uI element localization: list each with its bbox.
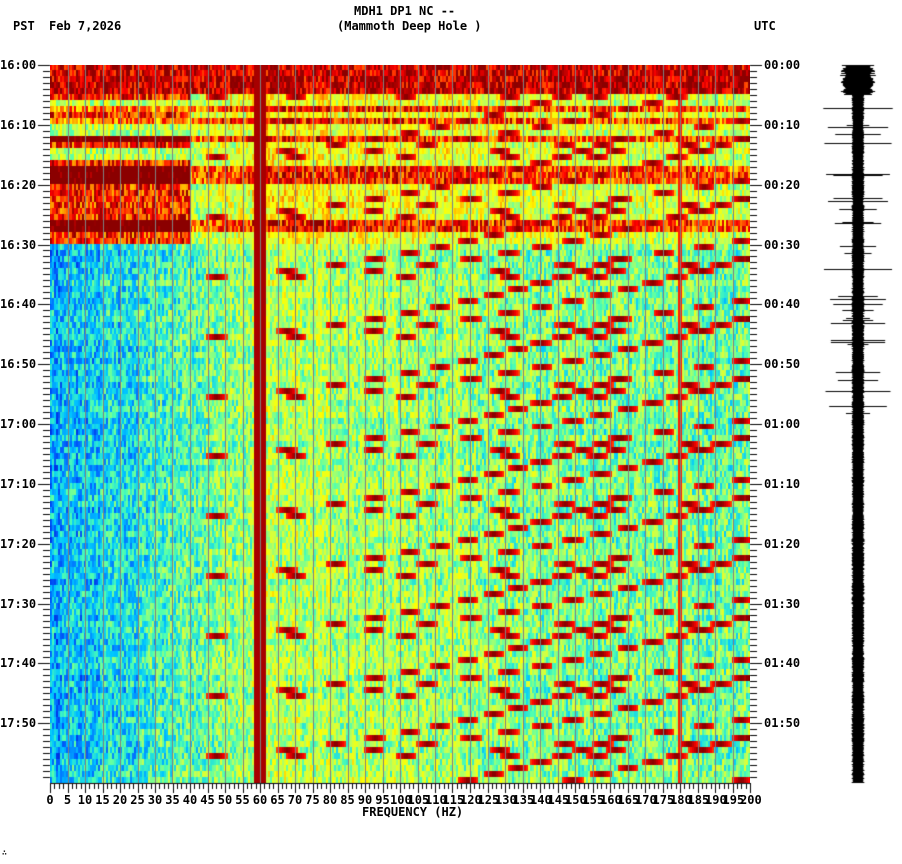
timezone-right-label: UTC (754, 19, 776, 33)
y-tick-label-left: 17:40 (0, 656, 37, 671)
x-tick-label: 195 (722, 793, 745, 807)
x-tick-label: 150 (565, 793, 587, 807)
x-tick-label: 30 (147, 793, 163, 807)
y-tick-label-right: 01:10 (764, 476, 801, 491)
x-tick-label: 105 (407, 793, 430, 807)
x-tick-label: 85 (340, 793, 355, 807)
y-tick-label-left: 17:00 (0, 417, 37, 431)
x-tick-label: 110 (425, 793, 447, 807)
x-tick-label: 5 (63, 793, 72, 807)
x-tick-label: 170 (635, 793, 657, 807)
x-tick-label: 160 (600, 793, 622, 807)
x-tick-label: 120 (460, 793, 482, 807)
y-tick-label-right: 00:30 (764, 237, 801, 252)
y-tick-label-left: 16:30 (0, 237, 37, 252)
x-tick-label: 200 (740, 793, 762, 807)
y-tick-label-left: 16:00 (0, 58, 37, 72)
x-tick-label: 155 (582, 793, 605, 807)
x-tick-label: 190 (705, 793, 727, 807)
x-tick-label: 45 (200, 793, 215, 807)
x-tick-label: 175 (652, 793, 675, 807)
x-tick-label: 35 (165, 793, 180, 807)
x-tick-label: 165 (617, 793, 640, 807)
y-tick-label-right: 00:10 (764, 117, 801, 132)
footer-mark: ∴ (2, 848, 7, 857)
y-tick-label-left: 17:20 (0, 536, 37, 551)
y-tick-label-left: 16:20 (0, 177, 37, 192)
y-tick-label-left: 16:10 (0, 117, 37, 132)
x-tick-label: 130 (495, 793, 517, 807)
x-tick-label: 25 (130, 793, 145, 807)
x-tick-label: 115 (442, 793, 465, 807)
x-tick-label: 80 (322, 793, 338, 807)
x-tick-label: 140 (530, 793, 552, 807)
y-tick-label-right: 01:40 (764, 656, 801, 671)
x-tick-label: 95 (375, 793, 390, 807)
x-tick-label: 20 (112, 793, 128, 807)
y-tick-label-right: 00:20 (764, 177, 801, 192)
x-tick-label: 15 (95, 793, 110, 807)
timezone-left-label: PST (13, 19, 35, 33)
x-axis-title: FREQUENCY (HZ) (362, 805, 464, 819)
y-tick-label-right: 01:50 (764, 716, 801, 731)
spectrogram-heatmap (50, 65, 750, 783)
y-tick-label-right: 01:30 (764, 596, 801, 611)
x-tick-label: 100 (390, 793, 412, 807)
x-tick-label: 70 (287, 793, 303, 807)
y-tick-label-right: 00:40 (764, 297, 801, 312)
x-tick-label: 75 (305, 793, 320, 807)
x-tick-label: 90 (357, 793, 373, 807)
x-tick-label: 185 (687, 793, 710, 807)
y-tick-label-left: 17:30 (0, 596, 37, 611)
x-tick-label: 180 (670, 793, 692, 807)
x-tick-label: 65 (270, 793, 285, 807)
x-tick-label: 10 (77, 793, 93, 807)
date-label: Feb 7,2026 (49, 19, 122, 33)
station-title: MDH1 DP1 NC -- (354, 4, 456, 18)
seismogram-trace (815, 60, 895, 790)
y-tick-label-left: 17:50 (0, 716, 37, 731)
x-tick-label: 50 (217, 793, 233, 807)
x-tick-label: 0 (46, 793, 54, 807)
station-name: (Mammoth Deep Hole ) (337, 19, 482, 33)
y-tick-label-right: 00:50 (764, 357, 801, 372)
y-tick-label-right: 00:00 (764, 58, 801, 72)
x-tick-label: 145 (547, 793, 570, 807)
x-tick-label: 135 (512, 793, 535, 807)
x-tick-label: 40 (182, 793, 198, 807)
y-tick-label-left: 16:40 (0, 297, 37, 312)
x-tick-label: 125 (477, 793, 500, 807)
y-tick-label-left: 16:50 (0, 357, 37, 372)
y-tick-label-right: 01:00 (764, 417, 801, 431)
x-tick-label: 55 (235, 793, 250, 807)
y-tick-label-right: 01:20 (764, 536, 801, 551)
y-tick-label-left: 17:10 (0, 476, 37, 491)
x-tick-label: 60 (252, 793, 268, 807)
